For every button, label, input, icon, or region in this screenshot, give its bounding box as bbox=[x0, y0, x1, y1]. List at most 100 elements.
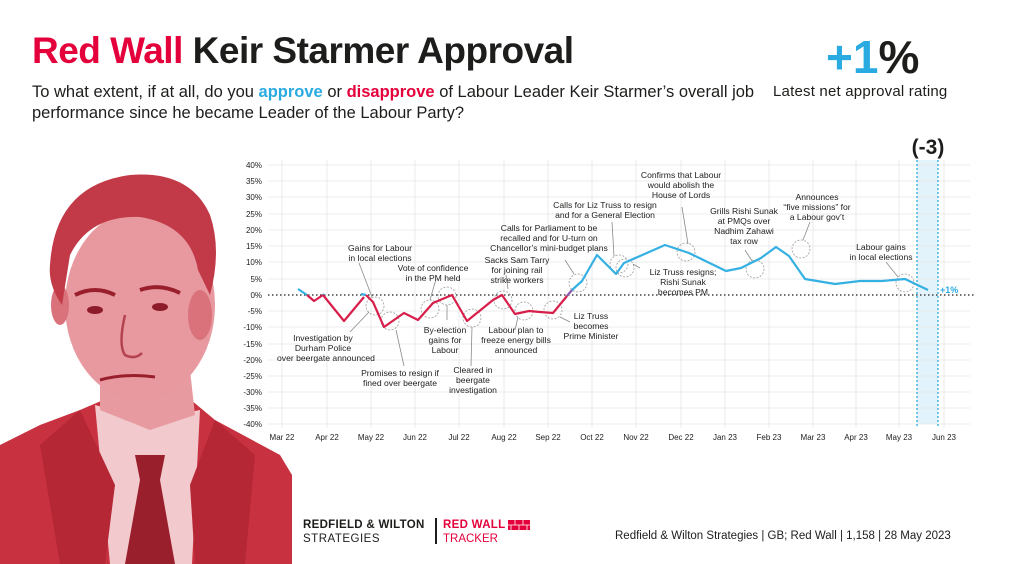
svg-text:over beergate announced: over beergate announced bbox=[277, 353, 375, 363]
svg-text:25%: 25% bbox=[246, 210, 262, 219]
svg-text:at PMQs over: at PMQs over bbox=[718, 216, 771, 226]
annotation-zahawi: Grills Rishi Sunak bbox=[710, 206, 779, 216]
annotation-by-election: By-election bbox=[424, 325, 467, 335]
svg-text:and for a General Election: and for a General Election bbox=[555, 210, 655, 220]
logo-line2: STRATEGIES bbox=[303, 533, 380, 545]
svg-text:becomes PM: becomes PM bbox=[658, 287, 708, 297]
y-gridlines bbox=[268, 164, 970, 425]
latest-period-band bbox=[917, 160, 938, 424]
redfield-wilton-logo: REDFIELD & WILTON STRATEGIES bbox=[303, 518, 425, 546]
svg-text:announced: announced bbox=[495, 345, 538, 355]
svg-text:-10%: -10% bbox=[243, 323, 262, 332]
svg-text:-25%: -25% bbox=[243, 372, 262, 381]
svg-text:Jun 23: Jun 23 bbox=[932, 433, 957, 442]
svg-text:35%: 35% bbox=[246, 177, 262, 186]
logo-line1: REDFIELD & WILTON bbox=[303, 519, 425, 531]
question-text-post: of Labour Leader Keir Starmer’s overall … bbox=[32, 83, 755, 122]
svg-text:30%: 30% bbox=[246, 193, 262, 202]
annotation-parliament-recalled: Calls for Parliament to be bbox=[501, 223, 598, 233]
svg-text:-20%: -20% bbox=[243, 356, 262, 365]
latest-value-label: +1% bbox=[940, 285, 958, 295]
brick-wall-icon bbox=[508, 520, 530, 530]
svg-text:Jul 22: Jul 22 bbox=[448, 433, 470, 442]
svg-text:becomes: becomes bbox=[574, 321, 609, 331]
svg-text:Aug 22: Aug 22 bbox=[491, 433, 517, 442]
red-wall-tracker-logo: RED WALL TRACKER bbox=[443, 518, 505, 546]
net-approval-sign: + bbox=[826, 31, 853, 83]
annotation-promises-resign: Promises to resign if bbox=[361, 368, 439, 378]
title-rest: Keir Starmer Approval bbox=[182, 30, 574, 71]
headline-net-approval: +1% bbox=[826, 32, 919, 82]
survey-question: To what extent, if at all, do you approv… bbox=[32, 82, 772, 124]
svg-text:Nadhim Zahawi: Nadhim Zahawi bbox=[714, 226, 774, 236]
svg-text:tax row: tax row bbox=[730, 236, 758, 246]
annotation-local-elections-23: Labour gains bbox=[856, 242, 906, 252]
svg-text:in local elections: in local elections bbox=[849, 252, 912, 262]
net-approval-label: Latest net approval rating bbox=[773, 83, 948, 100]
svg-text:Durham Police: Durham Police bbox=[295, 343, 352, 353]
question-approve: approve bbox=[258, 83, 323, 101]
annotation-house-of-lords: Confirms that Labour bbox=[641, 170, 721, 180]
svg-text:40%: 40% bbox=[246, 161, 262, 170]
svg-text:investigation: investigation bbox=[449, 385, 497, 395]
svg-text:beergate: beergate bbox=[456, 375, 490, 385]
question-text-mid: or bbox=[322, 83, 347, 101]
svg-text:Sep 22: Sep 22 bbox=[535, 433, 561, 442]
svg-text:fined over beergate: fined over beergate bbox=[363, 378, 437, 388]
svg-text:Jan 23: Jan 23 bbox=[713, 433, 738, 442]
svg-text:a Labour gov’t: a Labour gov’t bbox=[790, 212, 845, 222]
annotation-cleared-beergate: Cleared in bbox=[453, 365, 492, 375]
annotation-leaders bbox=[349, 206, 899, 367]
tracker-line1: RED WALL bbox=[443, 519, 506, 531]
svg-text:-35%: -35% bbox=[243, 404, 262, 413]
question-disapprove: disapprove bbox=[346, 83, 435, 101]
svg-text:“five missions” for: “five missions” for bbox=[783, 202, 850, 212]
svg-text:Mar 23: Mar 23 bbox=[801, 433, 826, 442]
annotation-five-missions: Announces bbox=[795, 192, 838, 202]
svg-text:15%: 15% bbox=[246, 242, 262, 251]
svg-text:gains for: gains for bbox=[429, 335, 462, 345]
svg-text:recalled and for U-turn on: recalled and for U-turn on bbox=[500, 233, 598, 243]
net-approval-value: 1 bbox=[852, 31, 879, 83]
svg-text:-30%: -30% bbox=[243, 388, 262, 397]
svg-text:strike workers: strike workers bbox=[490, 275, 543, 285]
svg-text:Chancellor’s mini-budget plans: Chancellor’s mini-budget plans bbox=[490, 243, 608, 253]
svg-text:in the PM held: in the PM held bbox=[406, 273, 461, 283]
annotation-sunak-pm: Liz Truss resigns; bbox=[650, 267, 717, 277]
svg-text:Apr 23: Apr 23 bbox=[844, 433, 868, 442]
change-badge: (-3) bbox=[912, 136, 945, 159]
svg-text:Mar 22: Mar 22 bbox=[270, 433, 295, 442]
svg-text:Apr 22: Apr 22 bbox=[315, 433, 339, 442]
svg-text:Dec 22: Dec 22 bbox=[668, 433, 694, 442]
svg-text:for joining rail: for joining rail bbox=[491, 265, 542, 275]
svg-text:in local elections: in local elections bbox=[348, 253, 411, 263]
svg-text:House of Lords: House of Lords bbox=[652, 190, 710, 200]
x-gridlines bbox=[281, 160, 945, 428]
svg-text:-15%: -15% bbox=[243, 340, 262, 349]
svg-text:Feb 23: Feb 23 bbox=[757, 433, 782, 442]
annotation-durham-police: Investigation by bbox=[293, 333, 353, 343]
annotation-truss-resign-calls: Calls for Liz Truss to resign bbox=[553, 200, 657, 210]
annotation-energy-bills: Labour plan to bbox=[489, 325, 544, 335]
annotation-local-elections-22: Gains for Labour bbox=[348, 243, 412, 253]
tracker-line2: TRACKER bbox=[443, 533, 498, 545]
svg-text:May 23: May 23 bbox=[886, 433, 913, 442]
svg-text:May 22: May 22 bbox=[358, 433, 385, 442]
annotation-truss-pm: Liz Truss bbox=[574, 311, 608, 321]
approval-line bbox=[297, 243, 929, 329]
svg-text:5%: 5% bbox=[250, 275, 262, 284]
annotations: Investigation by Durham Police over beer… bbox=[277, 170, 913, 395]
y-axis-labels: 40% 35% 30% 25% 20% 15% 10% 5% 0% -5% -10% -15… bbox=[243, 161, 262, 429]
event-markers bbox=[365, 239, 915, 331]
net-approval-unit: % bbox=[878, 31, 920, 83]
svg-text:would abolish the: would abolish the bbox=[647, 180, 715, 190]
svg-text:10%: 10% bbox=[246, 258, 262, 267]
svg-text:Prime Minister: Prime Minister bbox=[564, 331, 619, 341]
svg-text:Labour: Labour bbox=[432, 345, 459, 355]
svg-text:Nov 22: Nov 22 bbox=[623, 433, 649, 442]
svg-text:Oct 22: Oct 22 bbox=[580, 433, 604, 442]
title-red-wall: Red Wall bbox=[32, 30, 183, 71]
page-title: Red Wall Keir Starmer Approval bbox=[32, 30, 574, 72]
keir-starmer-portrait bbox=[0, 174, 292, 564]
